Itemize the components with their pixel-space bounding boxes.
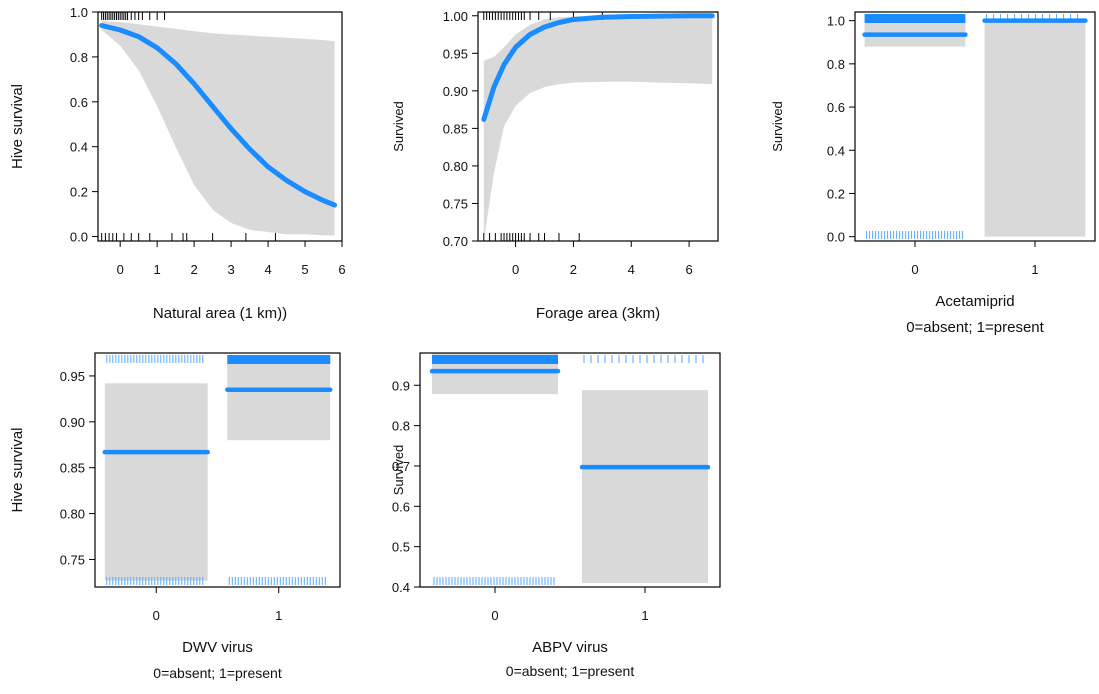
abpv-virus-ytick-label: 0.4 (392, 580, 410, 595)
abpv-virus-frame (419, 352, 721, 588)
dwv-virus-ci-bar-1 (227, 357, 331, 441)
acetamiprid-rug-top-dense-0 (864, 14, 966, 23)
dwv-virus-frame (94, 352, 341, 588)
natural-area-xlabel: Natural area (1 km)) (153, 305, 287, 322)
natural-area-xtick-label: 1 (154, 262, 161, 277)
natural-area-xtick-label: 2 (191, 262, 198, 277)
abpv-virus-xtick-label: 0 (491, 608, 498, 623)
dwv-virus-ytick-label: 0.85 (60, 461, 85, 476)
acetamiprid-xlabel: Acetamiprid (935, 293, 1014, 310)
dwv-virus-ylabel: Hive survival (9, 427, 26, 512)
natural-area-ytick-label: 0.2 (70, 185, 88, 200)
abpv-virus-ylabel: Survived (391, 445, 406, 496)
acetamiprid-xtick-label: 1 (1031, 262, 1038, 277)
dwv-virus-ytick-label: 0.75 (60, 552, 85, 567)
acetamiprid-ytick-label: 0.2 (827, 186, 845, 201)
natural-area-ytick-label: 1.0 (70, 5, 88, 20)
abpv-virus-sublabel: 0=absent; 1=present (506, 663, 635, 679)
forage-area-xtick-label: 4 (628, 262, 635, 277)
abpv-virus-xtick-label: 1 (641, 608, 648, 623)
forage-area-ytick-label: 0.95 (443, 46, 468, 61)
abpv-virus-ytick-label: 0.7 (392, 459, 410, 474)
acetamiprid-ylabel: Survived (770, 101, 785, 152)
abpv-virus-xlabel: ABPV virus (532, 639, 608, 656)
natural-area-ytick-label: 0.8 (70, 50, 88, 65)
forage-area-fit-line (481, 13, 715, 122)
forage-area-ytick-label: 0.75 (443, 196, 468, 211)
acetamiprid-ytick-label: 0.0 (827, 230, 845, 245)
dwv-virus-ci-bar-0 (104, 383, 208, 581)
dwv-virus-xlabel: DWV virus (182, 639, 253, 656)
acetamiprid-ytick-label: 0.8 (827, 57, 845, 72)
natural-area-xtick-label: 4 (264, 262, 271, 277)
forage-area-ci-band (483, 15, 713, 241)
forage-area-xlabel: Forage area (3km) (536, 305, 660, 322)
dwv-virus-ytick-label: 0.90 (60, 415, 85, 430)
abpv-virus-ytick-label: 0.6 (392, 499, 410, 514)
natural-area-ylabel: Hive survival (9, 84, 26, 169)
dwv-virus-xtick-label: 1 (275, 608, 282, 623)
forage-area-ytick-label: 1.00 (443, 9, 468, 24)
dwv-virus-rug-top-dense-1 (227, 355, 331, 364)
abpv-virus-ytick-label: 0.9 (392, 378, 410, 393)
forage-area-ylabel: Survived (391, 101, 406, 152)
forage-area-ytick-label: 0.85 (443, 121, 468, 136)
abpv-virus-rug-top-dense-0 (432, 355, 558, 364)
forage-area-ytick-label: 0.70 (443, 234, 468, 249)
forage-area-ytick-label: 0.90 (443, 84, 468, 99)
natural-area-xtick-label: 5 (301, 262, 308, 277)
natural-area-ytick-label: 0.4 (70, 140, 88, 155)
abpv-virus-ci-bar-1 (582, 390, 708, 583)
acetamiprid-ytick-label: 1.0 (827, 14, 845, 29)
dwv-virus-sublabel: 0=absent; 1=present (153, 665, 282, 681)
dwv-virus-ytick-label: 0.95 (60, 369, 85, 384)
acetamiprid-ytick-label: 0.4 (827, 143, 845, 158)
forage-area-ytick-label: 0.80 (443, 159, 468, 174)
acetamiprid-sublabel: 0=absent; 1=present (906, 319, 1044, 336)
acetamiprid-ytick-label: 0.6 (827, 100, 845, 115)
forage-area-xtick-label: 6 (685, 262, 692, 277)
natural-area-xtick-label: 3 (227, 262, 234, 277)
abpv-virus-ytick-label: 0.8 (392, 419, 410, 434)
natural-area-ci-band (101, 21, 335, 236)
natural-area-xtick-label: 0 (117, 262, 124, 277)
abpv-virus-ytick-label: 0.5 (392, 540, 410, 555)
dwv-virus-ytick-label: 0.80 (60, 507, 85, 522)
acetamiprid-frame (854, 11, 1096, 242)
natural-area-ytick-label: 0.6 (70, 95, 88, 110)
dwv-virus-xtick-label: 0 (153, 608, 160, 623)
forage-area-xtick-label: 2 (570, 262, 577, 277)
natural-area-xtick-label: 6 (338, 262, 345, 277)
natural-area-ytick-label: 0.0 (70, 230, 88, 245)
forage-area-frame (477, 11, 719, 242)
acetamiprid-xtick-label: 0 (911, 262, 918, 277)
natural-area-frame (97, 11, 343, 242)
forage-area-xtick-label: 0 (512, 262, 519, 277)
acetamiprid-ci-bar-1 (984, 20, 1086, 237)
natural-area-fit-line (99, 23, 338, 208)
